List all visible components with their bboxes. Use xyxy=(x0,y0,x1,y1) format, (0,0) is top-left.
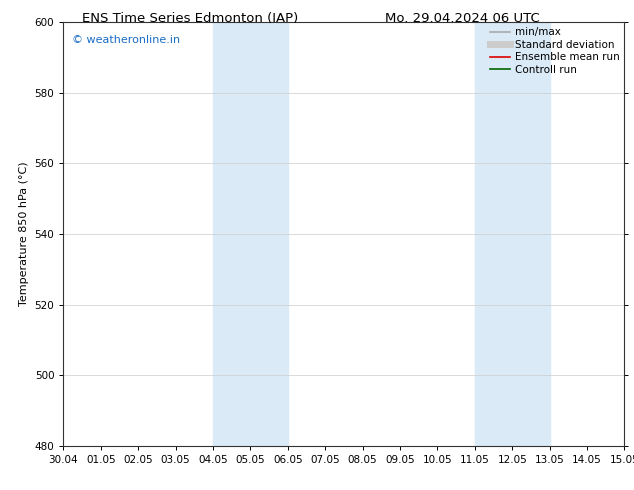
Y-axis label: Temperature 850 hPa (°C): Temperature 850 hPa (°C) xyxy=(19,162,29,306)
Text: ENS Time Series Edmonton (IAP): ENS Time Series Edmonton (IAP) xyxy=(82,12,299,25)
Text: © weatheronline.in: © weatheronline.in xyxy=(72,35,180,45)
Bar xyxy=(475,22,550,446)
Bar xyxy=(213,22,288,446)
Legend: min/max, Standard deviation, Ensemble mean run, Controll run: min/max, Standard deviation, Ensemble me… xyxy=(488,25,621,77)
Text: Mo. 29.04.2024 06 UTC: Mo. 29.04.2024 06 UTC xyxy=(385,12,540,25)
